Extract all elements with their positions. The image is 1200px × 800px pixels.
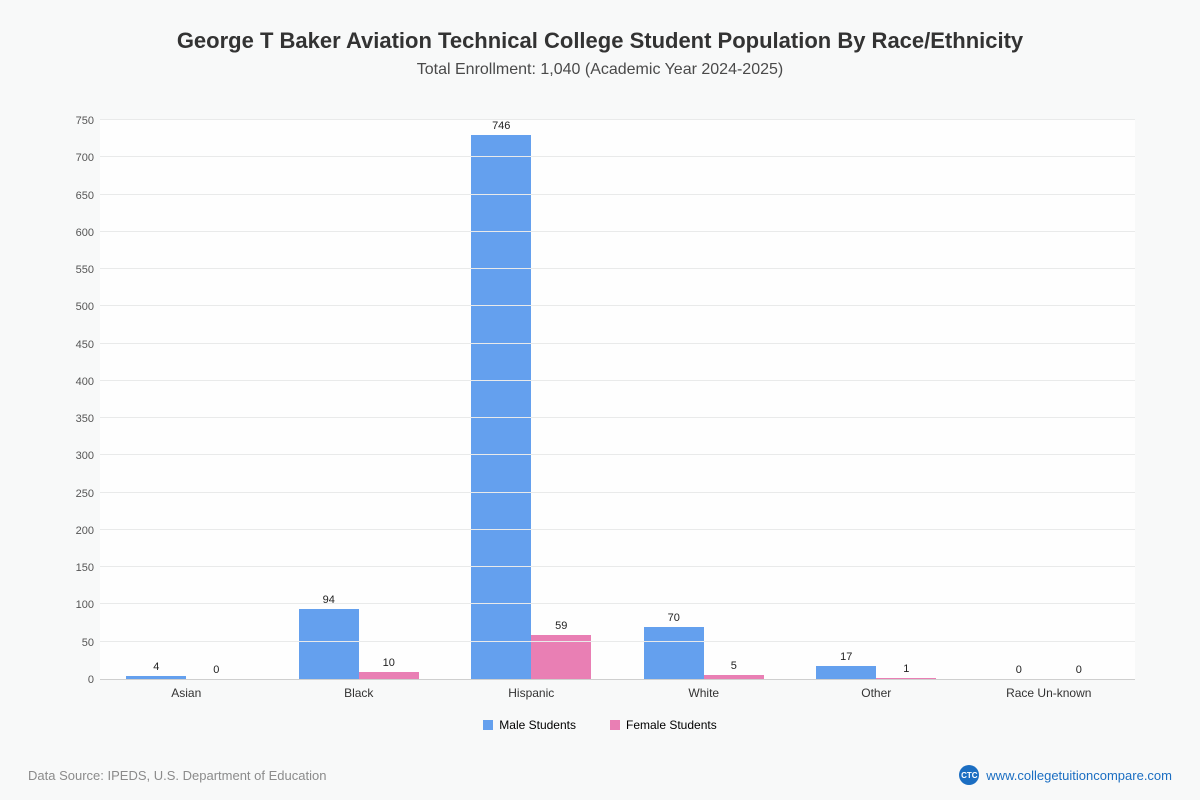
website-link[interactable]: www.collegetuitioncompare.com bbox=[986, 767, 1172, 783]
x-axis-labels: Asian Black Hispanic White Other Race Un-know… bbox=[100, 686, 1135, 700]
bar-female-students-other[interactable] bbox=[876, 678, 937, 679]
y-axis-tick-label: 450 bbox=[75, 338, 94, 351]
bar-female-students-black[interactable] bbox=[358, 671, 419, 679]
y-axis-tick-label: 550 bbox=[75, 264, 94, 277]
data-source-text: Data Source: IPEDS, U.S. Department of E… bbox=[28, 768, 327, 783]
gridline bbox=[100, 566, 1135, 568]
gridline bbox=[100, 454, 1135, 456]
gridline bbox=[100, 156, 1135, 158]
bar-value-label: 1 bbox=[903, 663, 910, 676]
y-axis-tick-label: 700 bbox=[75, 152, 94, 165]
bar-wrap: 17 bbox=[816, 120, 877, 679]
y-axis-tick-label: 50 bbox=[81, 636, 94, 649]
bar-male-students-hispanic[interactable] bbox=[471, 135, 532, 679]
bar-value-label: 0 bbox=[213, 664, 220, 676]
bar-wrap: 59 bbox=[531, 120, 592, 679]
x-axis-label-white: White bbox=[688, 686, 720, 700]
bar-wrap: 4 bbox=[126, 120, 187, 679]
site-branding: CTC www.collegetuitioncompare.com bbox=[959, 765, 1172, 785]
gridline bbox=[100, 305, 1135, 307]
chart-subtitle: Total Enrollment: 1,040 (Academic Year 2… bbox=[416, 61, 784, 78]
gridline bbox=[100, 342, 1135, 344]
bar-value-label: 0 bbox=[1015, 664, 1022, 676]
ctc-logo-icon[interactable]: CTC bbox=[959, 765, 980, 785]
bar-male-students-asian[interactable] bbox=[126, 676, 187, 679]
bar-wrap: 0 bbox=[186, 120, 246, 679]
bar-male-students-white[interactable] bbox=[643, 626, 704, 679]
y-axis-tick-label: 650 bbox=[75, 189, 94, 202]
bar-groups: 4 0 94 10 746 59 70 5 17 1 0 0 bbox=[100, 120, 1135, 679]
bar-value-label: 746 bbox=[492, 120, 511, 132]
x-axis-label-hispanic: Hispanic bbox=[508, 686, 555, 700]
bar-group-black: 94 10 bbox=[273, 120, 446, 679]
bar-value-label: 4 bbox=[153, 661, 160, 674]
bar-value-label: 10 bbox=[382, 656, 395, 669]
legend: Male Students Female Students bbox=[0, 718, 1200, 732]
bar-group-other: 17 1 bbox=[790, 120, 963, 679]
x-axis-label-black: Black bbox=[344, 686, 374, 700]
gridline bbox=[100, 119, 1135, 120]
gridline bbox=[100, 379, 1135, 381]
legend-label: Female Students bbox=[626, 718, 717, 732]
gridline bbox=[100, 417, 1135, 419]
gridline bbox=[100, 603, 1135, 605]
y-axis-tick-label: 350 bbox=[75, 413, 94, 426]
y-axis-tick-label: 500 bbox=[75, 301, 94, 314]
bar-male-students-black[interactable] bbox=[298, 608, 359, 679]
footer: Data Source: IPEDS, U.S. Department of E… bbox=[0, 754, 1200, 800]
gridline bbox=[100, 528, 1135, 530]
legend-label: Male Students bbox=[499, 718, 576, 732]
bar-female-students-white[interactable] bbox=[703, 675, 764, 679]
y-axis-tick-label: 600 bbox=[75, 226, 94, 239]
bar-value-label: 94 bbox=[322, 593, 335, 606]
bar-wrap: 94 bbox=[298, 120, 359, 679]
gridline bbox=[100, 640, 1135, 642]
y-axis-tick-label: 300 bbox=[75, 450, 94, 463]
chart-title: George T Baker Aviation Technical Colleg… bbox=[176, 28, 1024, 53]
x-axis-label-race-un-known: Race Un-known bbox=[1006, 686, 1092, 700]
bar-wrap: 0 bbox=[1049, 120, 1109, 679]
gridline bbox=[100, 193, 1135, 195]
bar-value-label: 17 bbox=[840, 651, 853, 664]
bar-value-label: 59 bbox=[555, 620, 568, 633]
bar-value-label: 70 bbox=[667, 611, 680, 624]
bar-wrap: 1 bbox=[876, 120, 937, 679]
y-axis-tick-label: 400 bbox=[75, 375, 94, 388]
plot-area: 4 0 94 10 746 59 70 5 17 1 0 0 0 50 100 150 200 250 300 35… bbox=[76, 115, 1135, 686]
y-axis-tick-label: 200 bbox=[75, 524, 94, 537]
legend-item-female-students[interactable]: Female Students bbox=[610, 718, 717, 732]
y-axis-tick-label: 150 bbox=[75, 562, 94, 575]
y-axis-tick-label: 0 bbox=[87, 674, 94, 686]
x-axis-label-other: Other bbox=[861, 686, 892, 700]
gridline bbox=[100, 268, 1135, 270]
bar-value-label: 0 bbox=[1075, 664, 1082, 676]
legend-swatch-icon bbox=[610, 720, 620, 730]
bar-group-white: 70 5 bbox=[618, 120, 791, 679]
y-axis-tick-label: 250 bbox=[75, 487, 94, 500]
bar-value-label: 5 bbox=[730, 660, 737, 673]
y-axis-tick-label: 100 bbox=[75, 599, 94, 612]
bar-wrap: 0 bbox=[989, 120, 1049, 679]
gridline bbox=[100, 230, 1135, 232]
gridline bbox=[100, 491, 1135, 493]
bar-wrap: 746 bbox=[471, 120, 532, 679]
bar-wrap: 5 bbox=[703, 120, 764, 679]
bar-group-hispanic: 746 59 bbox=[445, 120, 618, 679]
bar-wrap: 70 bbox=[643, 120, 704, 679]
x-axis-label-asian: Asian bbox=[171, 686, 202, 700]
bar-wrap: 10 bbox=[358, 120, 419, 679]
y-axis-tick-label: 750 bbox=[75, 115, 94, 127]
legend-item-male-students[interactable]: Male Students bbox=[483, 718, 576, 732]
legend-swatch-icon bbox=[483, 720, 494, 730]
bar-female-students-hispanic[interactable] bbox=[531, 635, 592, 679]
bar-male-students-other[interactable] bbox=[816, 666, 877, 679]
